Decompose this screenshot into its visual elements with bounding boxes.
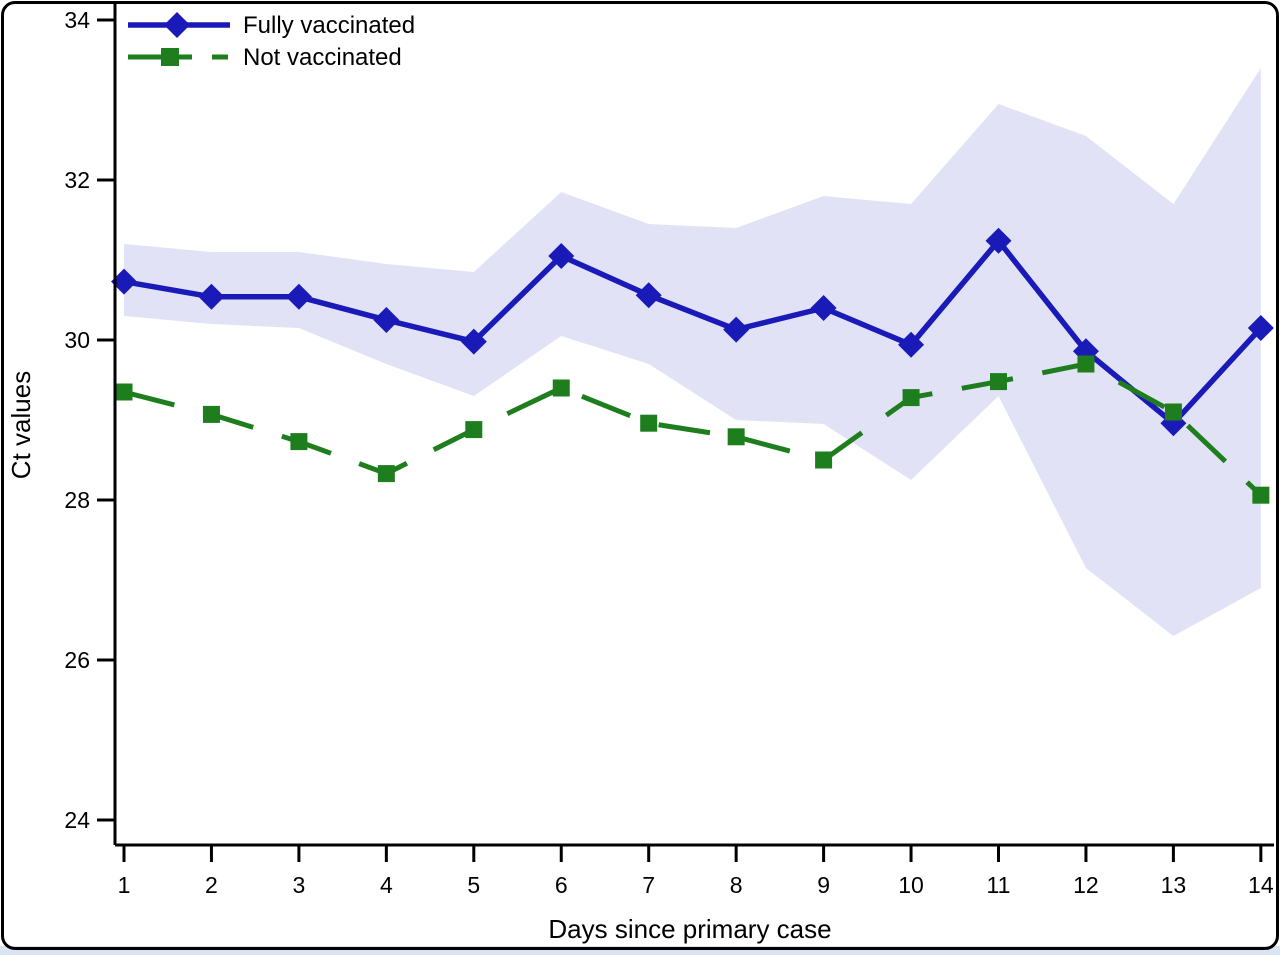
x-tick-label-6: 6 [555,872,568,898]
not-vaccinated-point-day-13 [1164,403,1182,421]
legend-item-not-vaccinated: Not vaccinated [128,44,402,71]
not-vaccinated-point-day-6 [552,379,570,397]
y-tick-label-30: 30 [64,327,90,353]
fully-vaccinated-point-day-2 [198,283,225,310]
x-tick-label-12: 12 [1073,872,1099,898]
fully-vaccinated-point-day-9 [810,295,837,321]
legend-notvax-label: Not vaccinated [243,44,402,71]
not-vaccinated-point-day-4 [377,465,395,483]
y-axis-title: Ct values [6,371,36,479]
not-vaccinated-point-day-7 [640,414,658,432]
legend: Fully vaccinated Not vaccinated [128,12,415,71]
fully-vaccinated-point-day-4 [373,307,400,333]
not-vaccinated-point-day-3 [290,433,308,451]
fully-vaccinated-point-day-10 [898,331,925,358]
fully-vaccinated-line [123,238,1263,426]
not-vaccinated-point-day-5 [465,421,483,439]
not-vaccinated-point-day-12 [1077,355,1095,373]
x-tick-label-1: 1 [118,872,131,898]
x-tick-label-2: 2 [205,872,218,898]
legend-item-fully-vaccinated: Fully vaccinated [128,12,415,39]
not-vaccinated-line [123,361,1263,498]
fully-vaccinated-point-day-1 [111,268,137,295]
x-tick-label-8: 8 [730,872,743,898]
confidence-band [124,68,1261,636]
fully-vaccinated-point-day-7 [635,282,662,309]
fully-vaccinated-point-day-3 [285,283,312,310]
fully-vaccinated-markers [111,227,1274,437]
y-axis-ticks: 34 32 30 28 26 24 [64,7,115,833]
x-tick-label-10: 10 [898,872,924,898]
x-tick-label-14: 14 [1248,872,1274,898]
not-vaccinated-point-day-2 [202,405,220,423]
y-tick-label-24: 24 [64,807,90,833]
legend-notvax-square-icon [161,48,179,66]
x-tick-label-9: 9 [817,872,830,898]
not-vaccinated-point-day-10 [902,389,920,407]
y-tick-label-26: 26 [64,647,90,673]
x-tick-label-13: 13 [1161,872,1187,898]
x-tick-label-11: 11 [987,872,1011,898]
x-axis-title: Days since primary case [548,914,831,944]
not-vaccinated-point-day-8 [727,428,745,446]
not-vaccinated-point-day-9 [815,451,833,469]
y-tick-label-28: 28 [64,487,90,513]
x-tick-label-5: 5 [467,872,480,898]
fully-vaccinated-point-day-11 [985,227,1012,254]
x-tick-label-7: 7 [642,872,655,898]
y-tick-label-32: 32 [64,167,90,193]
legend-fully-diamond-icon [164,12,190,38]
not-vaccinated-markers [115,355,1270,504]
x-tick-label-4: 4 [380,872,393,898]
not-vaccinated-point-day-11 [990,373,1007,391]
fully-vaccinated-point-day-5 [460,328,487,355]
x-tick-label-3: 3 [293,872,306,898]
not-vaccinated-point-day-1 [115,383,133,401]
y-tick-label-34: 34 [64,7,90,33]
footer-strip [0,946,1280,955]
legend-fully-label: Fully vaccinated [243,12,415,39]
not-vaccinated-point-day-14 [1252,486,1270,504]
fully-vaccinated-point-day-6 [548,243,575,269]
fully-vaccinated-point-day-14 [1247,315,1274,341]
fully-vaccinated-point-day-8 [723,316,750,343]
x-axis-ticks: 1 2 3 4 5 6 7 8 9 10 11 12 13 14 [118,845,1274,898]
